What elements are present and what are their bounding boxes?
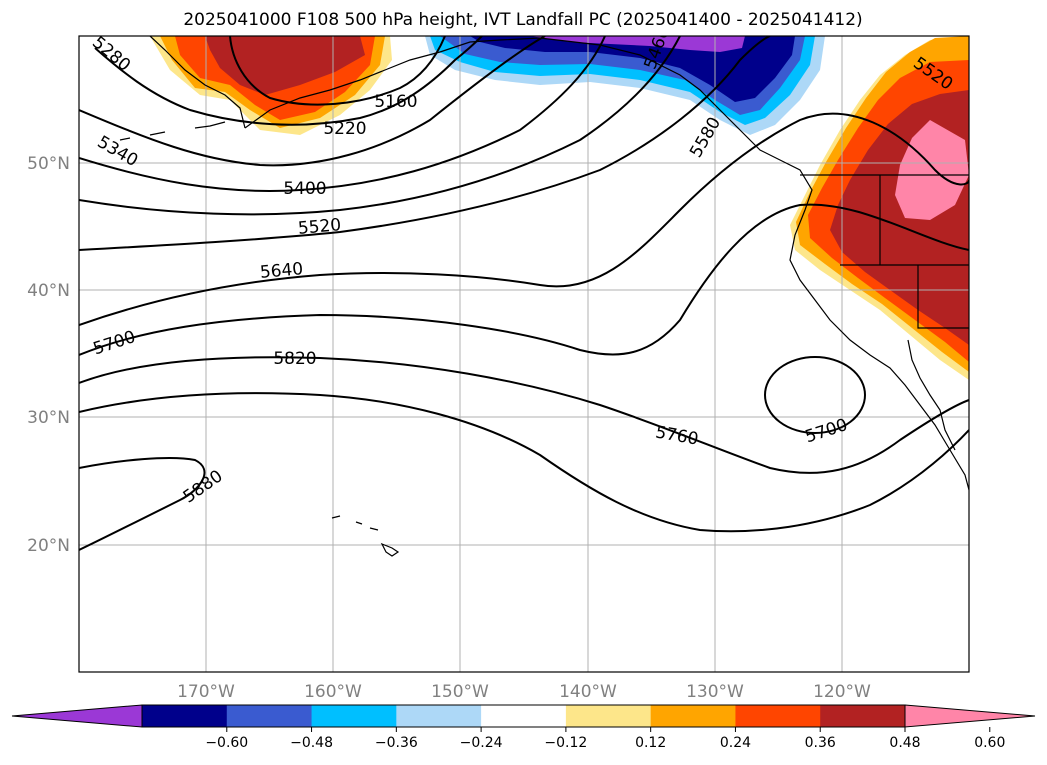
coastlines [119,36,969,557]
lon-label: 140°W [559,682,617,702]
lat-label: 30°N [27,408,70,428]
colorbar-segment [735,705,821,727]
colorbar-segment [481,705,567,727]
contour-label: 5220 [323,119,366,139]
lon-label: 130°W [686,682,744,702]
map-area: 5280 5160 5220 5340 5400 5520 5640 5700 … [79,36,969,672]
colorbar-segment [820,705,906,727]
lat-label: 40°N [27,281,70,301]
lat-label: 20°N [27,536,70,556]
colorbar-tick-label: −0.48 [290,735,333,751]
colorbar-extend-min [11,704,143,728]
contour-label: 5400 [283,179,326,199]
colorbar-extend-max [904,704,1036,728]
colorbar-segment [142,705,228,727]
colorbar: −0.60 −0.48 −0.36 −0.24 −0.12 0.12 0.24 0.36 0.4… [11,704,1036,751]
lon-label: 160°W [304,682,362,702]
graticule [79,36,969,672]
contour-label: 5520 [297,215,342,239]
colorbar-frame [141,704,906,728]
colorbar-tick-label: −0.36 [375,735,418,751]
colorbar-segment [565,705,652,727]
colorbar-tick-label: −0.24 [460,735,503,751]
negative-anomaly-gulf [425,36,825,135]
lon-label: 150°W [431,682,489,702]
colorbar-tick-label: 0.12 [635,735,666,751]
lon-label: 170°W [177,682,235,702]
colorbar-segment [311,705,397,727]
longitude-labels: 170°W 160°W 150°W 140°W 130°W 120°W [177,682,871,702]
figure-title: 2025041000 F108 500 hPa height, IVT Land… [183,10,862,30]
lon-label: 120°W [813,682,871,702]
colorbar-segment [650,705,736,727]
colorbar-tick-label: 0.24 [720,735,751,751]
colorbar-segment [396,705,482,727]
positive-anomaly-west [790,36,969,380]
colorbar-tick-label: 0.60 [974,735,1005,751]
colorbar-tick-label: 0.36 [805,735,836,751]
map-frame [78,35,970,673]
colorbar-tick-label: 0.48 [889,735,920,751]
colorbar-segment [226,705,313,727]
latitude-labels: 50°N 40°N 30°N 20°N [27,154,70,556]
height-contours [79,36,969,551]
colorbar-tick-label: −0.12 [544,735,587,751]
contour-label: 5820 [273,349,316,369]
lat-label: 50°N [27,154,70,174]
contour-label: 5160 [374,92,417,112]
colorbar-tick-label: −0.60 [205,735,248,751]
contour-label: 5640 [259,259,304,283]
